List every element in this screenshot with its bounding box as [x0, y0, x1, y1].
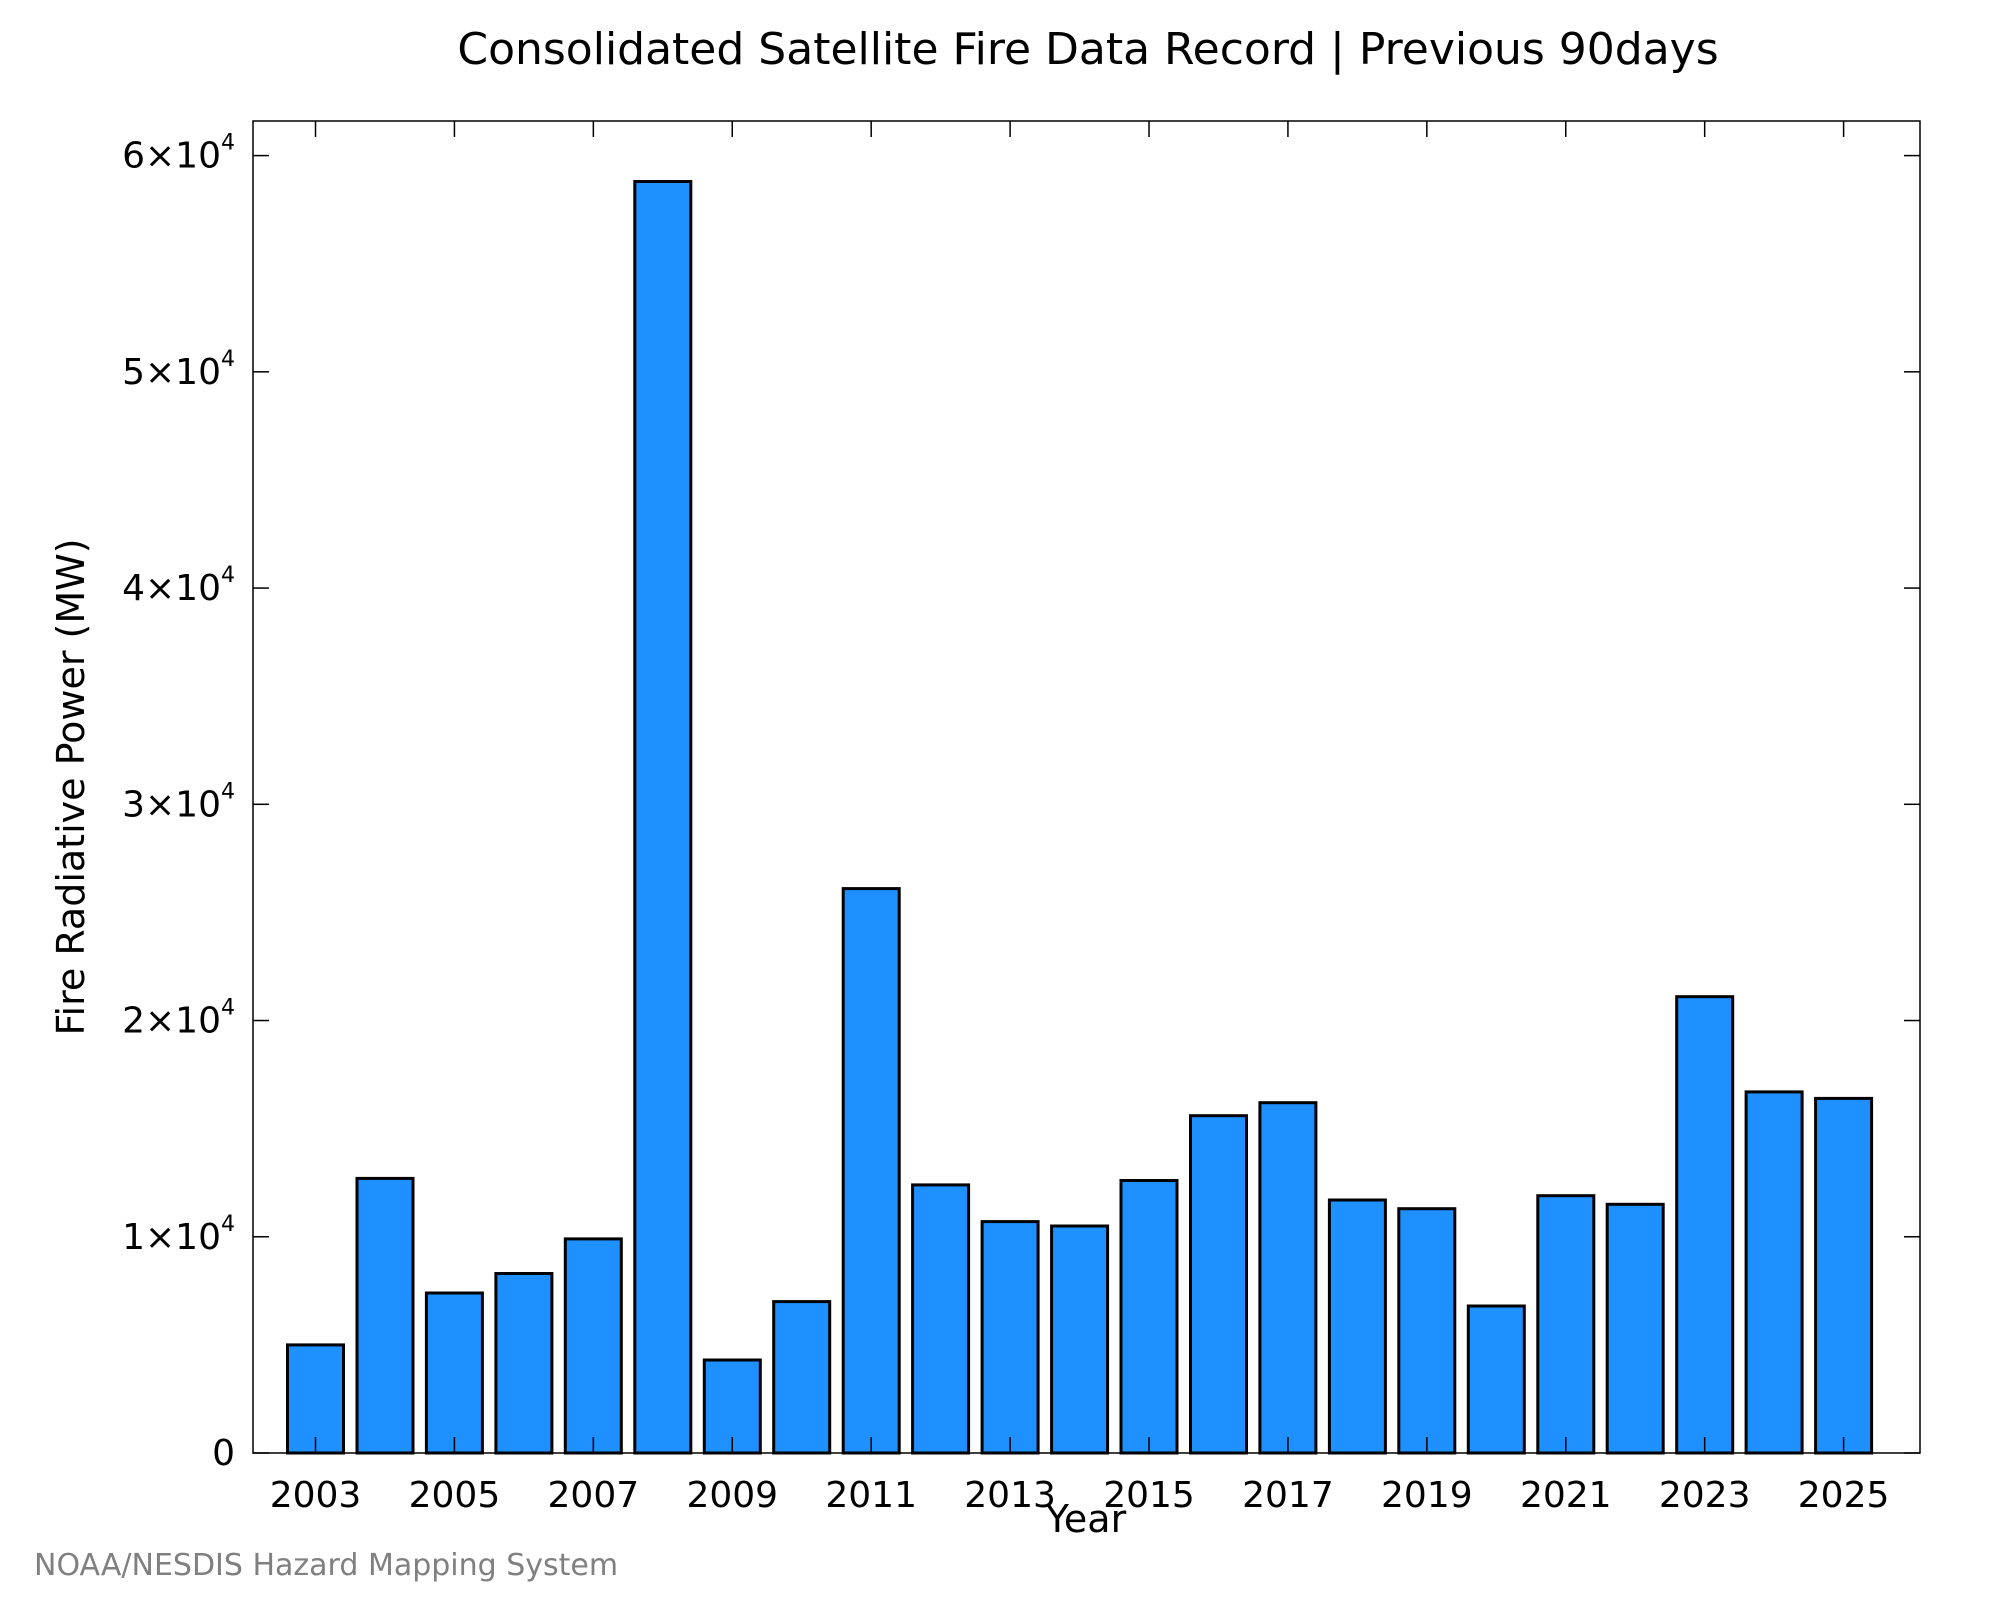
bar-2018 [1327, 1198, 1387, 1455]
y-tick-label: 3×104 [122, 779, 235, 825]
x-tick-label: 2007 [548, 1475, 640, 1516]
bar-2023 [1675, 995, 1735, 1455]
bar-2005 [424, 1291, 484, 1455]
x-tick-label: 2021 [1520, 1475, 1612, 1516]
x-tick-label: 2025 [1798, 1475, 1890, 1516]
y-tick-mantissa: 5×10 [122, 352, 221, 393]
x-tick-label: 2015 [1103, 1475, 1195, 1516]
y-tick-label: 4×104 [122, 563, 235, 609]
bar-2017 [1258, 1101, 1318, 1455]
y-tick-label: 5×104 [122, 347, 235, 393]
bar-2021 [1536, 1194, 1596, 1455]
chart-title: Consolidated Satellite Fire Data Record … [457, 24, 1718, 75]
bar-2015 [1119, 1179, 1179, 1455]
bar-2022 [1605, 1202, 1665, 1455]
bar-2019 [1397, 1207, 1457, 1455]
y-axis-label: Fire Radiative Power (MW) [49, 538, 93, 1035]
y-tick-exponent: 4 [221, 779, 235, 804]
y-tick-exponent: 4 [221, 1212, 235, 1237]
y-tick-exponent: 4 [221, 347, 235, 372]
y-tick-label: 0 [212, 1433, 235, 1474]
x-tick-label: 2013 [964, 1475, 1056, 1516]
bar-2014 [1050, 1224, 1110, 1455]
bar-2003 [286, 1343, 345, 1455]
y-tick-mantissa: 3×10 [122, 784, 221, 825]
bar-2007 [563, 1237, 623, 1455]
y-tick-exponent: 4 [221, 563, 235, 588]
x-tick-label: 2005 [409, 1475, 501, 1516]
bar-2011 [841, 887, 901, 1455]
x-tick-label: 2011 [825, 1475, 917, 1516]
bar-2013 [980, 1220, 1040, 1455]
bar-2012 [911, 1183, 971, 1455]
bar-2025 [1814, 1096, 1874, 1455]
bar-2016 [1189, 1114, 1248, 1455]
x-axis-label: Year [1045, 1497, 1127, 1541]
bar-2024 [1744, 1090, 1804, 1455]
x-axis-ticks: 2003 2005 2007 2009 2011 2013 2015 2017 2019 2021… [270, 121, 1890, 1516]
bar-2004 [355, 1176, 415, 1455]
bars-group [286, 180, 1874, 1455]
bar-2020 [1466, 1304, 1526, 1455]
y-tick-label: 6×104 [122, 131, 235, 177]
x-tick-label: 2003 [270, 1475, 362, 1516]
x-tick-label: 2019 [1381, 1475, 1473, 1516]
bar-2010 [772, 1300, 832, 1455]
y-tick-mantissa: 4×10 [122, 568, 221, 609]
bar-2006 [494, 1272, 554, 1455]
y-tick-label: 2×104 [122, 996, 235, 1042]
bar-2008 [633, 180, 693, 1455]
x-tick-label: 2017 [1242, 1475, 1334, 1516]
y-tick-exponent: 4 [221, 131, 235, 156]
x-tick-label: 2023 [1659, 1475, 1751, 1516]
y-tick-mantissa: 6×10 [122, 136, 221, 177]
source-credit: NOAA/NESDIS Hazard Mapping System [34, 1548, 618, 1583]
y-tick-mantissa: 2×10 [122, 1001, 221, 1042]
y-tick-mantissa: 1×10 [122, 1217, 221, 1258]
y-tick-label: 1×104 [122, 1212, 235, 1258]
x-tick-label: 2009 [686, 1475, 778, 1516]
y-tick-exponent: 4 [221, 996, 235, 1021]
